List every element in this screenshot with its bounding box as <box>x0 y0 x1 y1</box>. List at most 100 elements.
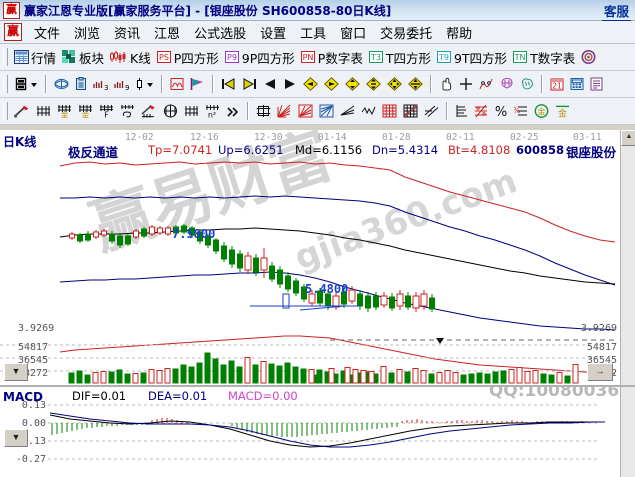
draw-gold-circle[interactable]: 金 <box>531 100 552 122</box>
menu-logo-icon[interactable]: 赢 <box>4 23 22 41</box>
draw-circle[interactable] <box>160 100 181 122</box>
customer-service-link[interactable]: 客服 <box>601 1 631 21</box>
draw-fan-f[interactable]: F <box>96 100 117 122</box>
draw-gann-gold-1[interactable]: 金 <box>54 100 75 122</box>
tool-crosshair[interactable] <box>456 73 476 95</box>
toolbar-grip-3[interactable] <box>3 102 8 120</box>
tool-calculator[interactable] <box>567 73 587 95</box>
draw-blue-fan[interactable] <box>316 100 337 122</box>
volume-axis-label-left: 18272 <box>18 368 49 379</box>
menu-trade-order[interactable]: 交易委托 <box>380 26 433 42</box>
toolbar-separator <box>161 75 163 93</box>
draw-gold-bar[interactable]: 金 <box>552 100 573 122</box>
tool-wave-pen[interactable] <box>476 73 497 95</box>
date-tick: 03-11 <box>573 132 602 143</box>
tool-shift-right[interactable] <box>321 73 342 95</box>
pen-lines-icon <box>141 104 157 118</box>
draw-n-squared[interactable]: n² <box>202 100 223 122</box>
tool-move[interactable] <box>384 73 405 95</box>
menu-browse[interactable]: 浏览 <box>74 26 101 42</box>
toolbar-grip-2[interactable] <box>3 75 8 93</box>
toolbar-p-number-table[interactable]: PN P数字表 <box>298 46 366 68</box>
menu-file[interactable]: 文件 <box>34 26 61 42</box>
draw-percent-red[interactable] <box>471 100 491 122</box>
toolbar-p-number-table-label: P数字表 <box>317 50 363 66</box>
menu-window[interactable]: 窗口 <box>340 26 367 42</box>
menu-help[interactable]: 帮助 <box>446 26 473 42</box>
draw-red-swirl[interactable] <box>295 100 316 122</box>
toolbar-9t-square[interactable]: T9 9T四方形 <box>434 46 510 68</box>
toolbar-t-square[interactable]: T3 T四方形 <box>366 46 434 68</box>
tool-pan[interactable] <box>405 73 426 95</box>
tool-hand[interactable] <box>436 73 456 95</box>
toolbar-overflow[interactable] <box>223 100 243 122</box>
macd-vertical-scrollbar[interactable] <box>620 387 635 477</box>
menu-tools[interactable]: 工具 <box>300 26 327 42</box>
toolbar-quotes[interactable]: 行情 <box>11 46 59 68</box>
draw-ladder[interactable] <box>452 100 471 122</box>
tool-flag[interactable] <box>187 73 208 95</box>
kline-pan-right-button[interactable]: → <box>587 363 613 381</box>
menu-gann[interactable]: 江恩 <box>154 26 181 42</box>
draw-gann-gold-2[interactable]: 金 <box>75 100 96 122</box>
draw-spiral[interactable] <box>117 100 138 122</box>
draw-grid-lines[interactable] <box>33 100 54 122</box>
draw-parallel[interactable] <box>421 100 442 122</box>
tool-expand[interactable] <box>363 73 384 95</box>
tool-last[interactable] <box>239 73 260 95</box>
draw-percent-lines[interactable]: % <box>511 100 531 122</box>
toolbar-grip[interactable] <box>3 48 8 66</box>
toolbar-t-number-table[interactable]: TN T数字表 <box>510 46 578 68</box>
draw-hash[interactable] <box>181 100 202 122</box>
tool-brain[interactable] <box>517 73 537 95</box>
tool-shift-left[interactable] <box>300 73 321 95</box>
draw-zigzag[interactable] <box>358 100 379 122</box>
draw-pen[interactable] <box>11 100 33 122</box>
dropdown-arrow-icon[interactable] <box>30 77 38 91</box>
draw-percent[interactable]: % <box>491 100 511 122</box>
draw-mesh-2[interactable] <box>400 100 421 122</box>
menu-bar: 赢 文件 浏览 资讯 江恩 公式选股 设置 工具 窗口 交易委托 帮助 <box>0 21 635 44</box>
dropdown-arrow-icon[interactable] <box>146 77 154 91</box>
support-guide <box>330 338 618 344</box>
note-list-icon <box>590 77 603 91</box>
tool-clipboard[interactable] <box>72 73 90 95</box>
menu-formula-picker[interactable]: 公式选股 <box>194 26 247 42</box>
toolbar-sector[interactable]: 板块 <box>59 46 107 68</box>
kline-vertical-scrollbar[interactable]: ▲ <box>620 130 635 385</box>
draw-box[interactable] <box>253 100 274 122</box>
tool-next[interactable] <box>280 73 300 95</box>
draw-pen-lines[interactable] <box>138 100 160 122</box>
toolbar-kline[interactable]: K线 <box>107 46 154 68</box>
tool-bars-3[interactable]: 3 <box>90 73 111 95</box>
annotation-arrows <box>250 305 360 311</box>
macd-panel[interactable]: MACD DIF=0.01 DEA=0.01 MACD=0.00 QQ:1008… <box>0 387 635 477</box>
toolbar-p-square[interactable]: PS P四方形 <box>154 46 222 68</box>
tool-balloon[interactable] <box>497 73 517 95</box>
macd-collapse-button[interactable]: ▼ <box>4 429 28 447</box>
draw-red-fan[interactable] <box>274 100 295 122</box>
toolbar-separator <box>430 75 432 93</box>
svg-text:金: 金 <box>82 109 90 118</box>
tool-prev[interactable] <box>260 73 280 95</box>
draw-mesh[interactable] <box>379 100 400 122</box>
tool-calendar[interactable]: 21 <box>547 73 567 95</box>
kline-collapse-button[interactable]: ▼ <box>4 363 28 381</box>
tool-network[interactable] <box>51 73 72 95</box>
grid-mesh-icon <box>382 104 397 118</box>
tool-single-candle[interactable] <box>132 73 157 95</box>
menu-news[interactable]: 资讯 <box>114 26 141 42</box>
tool-zoom-v[interactable] <box>342 73 363 95</box>
toolbar-9p-square[interactable]: P9 9P四方形 <box>222 46 298 68</box>
menu-settings[interactable]: 设置 <box>260 26 287 42</box>
tool-bars-9[interactable]: 9 <box>111 73 132 95</box>
tool-first[interactable] <box>218 73 239 95</box>
tool-notes[interactable] <box>587 73 606 95</box>
draw-angle[interactable] <box>337 100 358 122</box>
tool-period-day[interactable] <box>11 73 41 95</box>
kline-panel[interactable]: 赢易财富 gjia360.com 日K线 12-02 12-16 12-30 0… <box>0 130 635 387</box>
toolbar-target[interactable] <box>578 46 599 68</box>
scroll-up-button[interactable]: ▲ <box>621 130 635 146</box>
tool-scribble[interactable] <box>167 73 187 95</box>
